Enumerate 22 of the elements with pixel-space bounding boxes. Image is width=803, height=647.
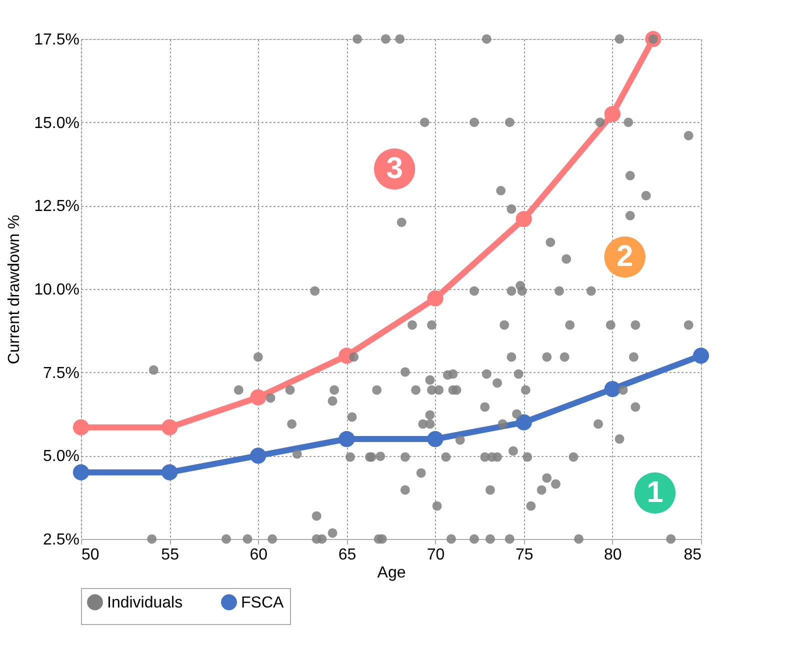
x-tick-label: 80 (604, 546, 622, 564)
y-tick-label: 5.0% (43, 448, 80, 466)
y-tick-label: 15.0% (34, 114, 80, 132)
y-tick-label: 10.0% (34, 282, 80, 298)
y-tick-label: 12.5% (34, 198, 80, 216)
x-tick-label: 70 (426, 546, 445, 564)
annotation: 2 (616, 240, 634, 273)
x-tick-label: 85 (684, 546, 702, 564)
y-tick-label: 7.5% (43, 364, 80, 382)
y-axis-title: Current drawdown % (6, 214, 24, 364)
x-axis-title: Age (377, 564, 406, 582)
y-tick-label: 2.5% (43, 532, 80, 548)
x-tick-label: 60 (250, 546, 268, 564)
legend-label: FSCA (241, 594, 284, 612)
annotation: 3 (386, 152, 403, 185)
x-tick-label: 50 (82, 546, 100, 564)
x-tick-label: 55 (161, 546, 180, 564)
x-tick-label: 75 (515, 546, 534, 564)
annotation: 1 (646, 476, 664, 509)
y-tick-label: 17.5% (34, 32, 80, 48)
legend-label: Individuals (107, 594, 183, 612)
x-tick-label: 65 (338, 546, 356, 564)
